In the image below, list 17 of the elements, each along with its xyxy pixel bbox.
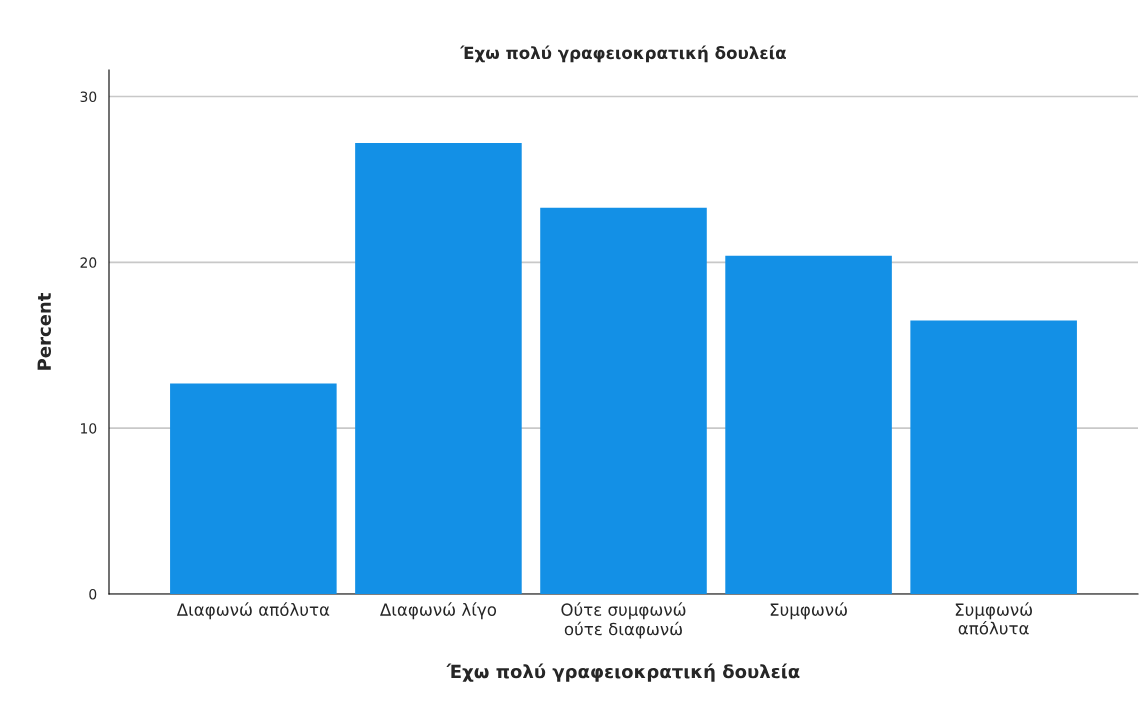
y-tick-label: 30 (80, 91, 97, 103)
bar (540, 207, 707, 594)
bar (355, 142, 522, 594)
y-tick-label: 0 (89, 588, 97, 600)
x-tick-label: Ούτε συμφωνώ ούτε διαφωνώ (561, 602, 686, 639)
bar (725, 255, 892, 594)
x-tick-label: Διαφωνώ λίγο (380, 602, 497, 620)
y-axis-title: Percent (37, 293, 52, 370)
bar (910, 320, 1077, 594)
x-tick-label: Διαφωνώ απόλυτα (176, 602, 330, 620)
x-tick-label: Συμφωνώ απόλυτα (955, 602, 1032, 635)
chart-title: Έχω πολύ γραφειοκρατική δουλεία (460, 45, 786, 63)
y-tick-label: 10 (81, 423, 97, 434)
y-tick-label: 20 (80, 257, 97, 268)
x-axis-title: Έχω πολύ γραφειοκρατική δουλεία (446, 663, 800, 682)
x-tick-label: Συμφωνώ (770, 602, 847, 620)
bar (170, 383, 337, 594)
